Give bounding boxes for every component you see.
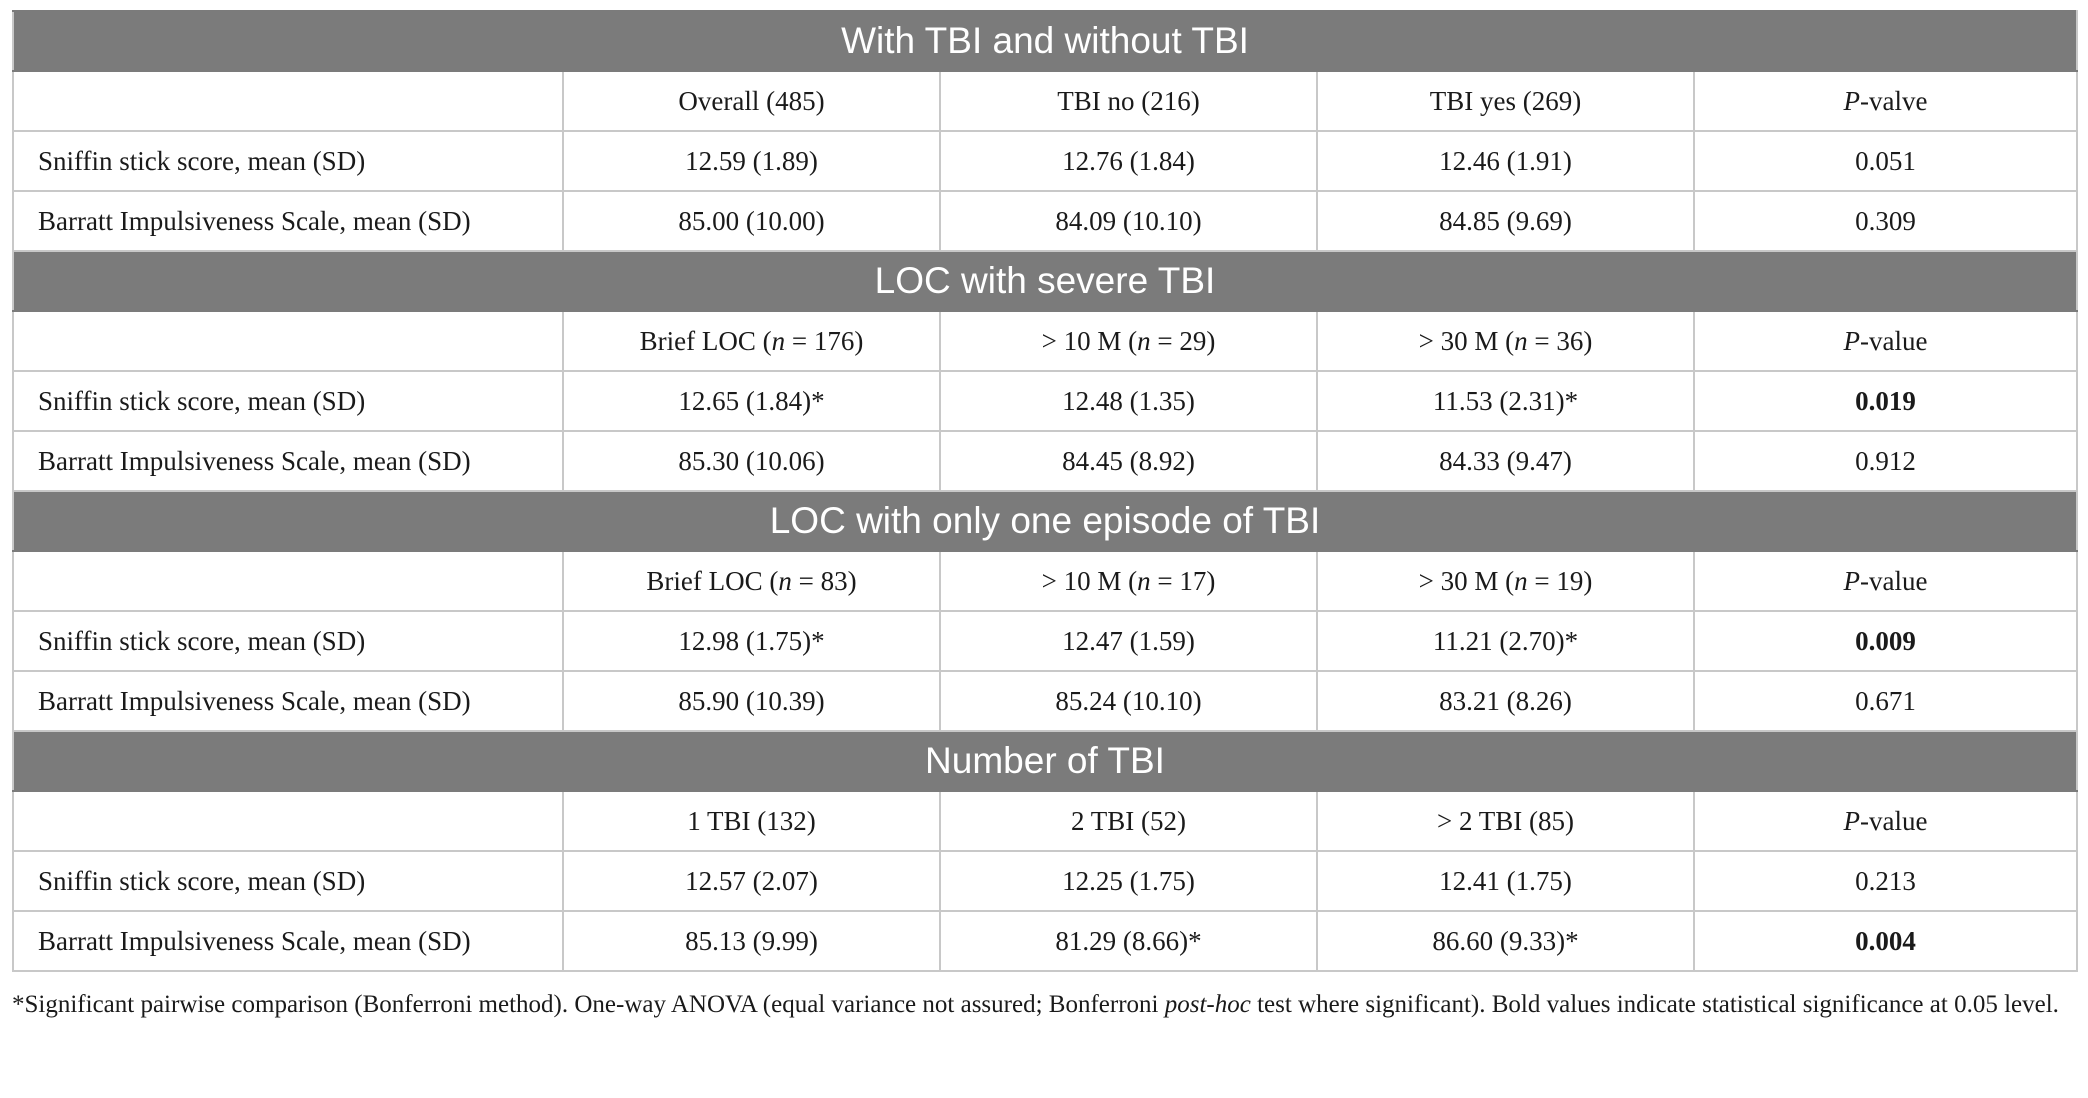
table-cell: 12.98 (1.75)* bbox=[562, 610, 941, 672]
p-value-cell: 0.051 bbox=[1692, 130, 2079, 192]
header-cell-p: P-value bbox=[1692, 550, 2079, 612]
header-cell-p-rest: -value bbox=[1860, 325, 1928, 356]
table-cell: 85.30 (10.06) bbox=[562, 430, 941, 492]
table-cell: 85.13 (9.99) bbox=[562, 910, 941, 972]
row-label: Sniffin stick score, mean (SD) bbox=[12, 850, 564, 912]
header-cell: TBI yes (269) bbox=[1316, 70, 1695, 132]
row-label: Barratt Impulsiveness Scale, mean (SD) bbox=[12, 430, 564, 492]
table-cell: 12.65 (1.84)* bbox=[562, 370, 941, 432]
header-cell-p: P-valve bbox=[1692, 70, 2079, 132]
header-cell-empty bbox=[12, 310, 564, 372]
column-header-row: Overall (485) TBI no (216) TBI yes (269)… bbox=[12, 70, 2079, 132]
header-cell: Overall (485) bbox=[562, 70, 941, 132]
table-cell: 12.41 (1.75) bbox=[1316, 850, 1695, 912]
table-cell: 85.24 (10.10) bbox=[939, 670, 1318, 732]
table-cell: 11.53 (2.31)* bbox=[1316, 370, 1695, 432]
table-row: Barratt Impulsiveness Scale, mean (SD) 8… bbox=[12, 910, 2079, 972]
row-label: Barratt Impulsiveness Scale, mean (SD) bbox=[12, 670, 564, 732]
table-cell: 12.47 (1.59) bbox=[939, 610, 1318, 672]
p-value-cell: 0.671 bbox=[1692, 670, 2079, 732]
table-figure: With TBI and without TBI Overall (485) T… bbox=[11, 10, 2079, 1024]
section-title: With TBI and without TBI bbox=[11, 10, 2079, 72]
table-cell: 84.09 (10.10) bbox=[939, 190, 1318, 252]
table-row: Sniffin stick score, mean (SD) 12.57 (2.… bbox=[12, 850, 2079, 912]
table-cell: 12.59 (1.89) bbox=[562, 130, 941, 192]
header-cell: > 2 TBI (85) bbox=[1316, 790, 1695, 852]
table-cell: 84.85 (9.69) bbox=[1316, 190, 1695, 252]
header-cell: 1 TBI (132) bbox=[562, 790, 941, 852]
p-value-cell-significant: 0.019 bbox=[1692, 370, 2079, 432]
header-cell: TBI no (216) bbox=[939, 70, 1318, 132]
p-value-cell-significant: 0.004 bbox=[1692, 910, 2079, 972]
table-row: Sniffin stick score, mean (SD) 12.98 (1.… bbox=[12, 610, 2079, 672]
table-row: Barratt Impulsiveness Scale, mean (SD) 8… bbox=[12, 670, 2079, 732]
header-cell-n: > 30 M (n = 19) bbox=[1316, 550, 1695, 612]
table-cell: 12.57 (2.07) bbox=[562, 850, 941, 912]
header-cell-empty bbox=[12, 550, 564, 612]
table-cell: 12.46 (1.91) bbox=[1316, 130, 1695, 192]
row-label: Sniffin stick score, mean (SD) bbox=[12, 130, 564, 192]
p-value-cell: 0.213 bbox=[1692, 850, 2079, 912]
table-cell: 85.00 (10.00) bbox=[562, 190, 941, 252]
header-cell-n: Brief LOC (n = 176) bbox=[562, 310, 941, 372]
section-header: LOC with only one episode of TBI bbox=[11, 490, 2079, 552]
table-cell: 83.21 (8.26) bbox=[1316, 670, 1695, 732]
table-cell: 12.25 (1.75) bbox=[939, 850, 1318, 912]
row-label: Sniffin stick score, mean (SD) bbox=[12, 370, 564, 432]
header-cell-n: > 10 M (n = 29) bbox=[939, 310, 1318, 372]
table-cell: 84.45 (8.92) bbox=[939, 430, 1318, 492]
table-cell: 12.48 (1.35) bbox=[939, 370, 1318, 432]
p-value-cell-significant: 0.009 bbox=[1692, 610, 2079, 672]
column-header-row: 1 TBI (132) 2 TBI (52) > 2 TBI (85) P-va… bbox=[12, 790, 2079, 852]
header-cell-p: P-value bbox=[1692, 310, 2079, 372]
header-cell-p-rest: -value bbox=[1860, 565, 1928, 596]
header-cell-p-rest: -value bbox=[1860, 805, 1928, 836]
header-cell-empty bbox=[12, 790, 564, 852]
table-row: Barratt Impulsiveness Scale, mean (SD) 8… bbox=[12, 190, 2079, 252]
header-cell-p: P-value bbox=[1692, 790, 2079, 852]
table-cell: 81.29 (8.66)* bbox=[939, 910, 1318, 972]
table-cell: 86.60 (9.33)* bbox=[1316, 910, 1695, 972]
header-cell-n: Brief LOC (n = 83) bbox=[562, 550, 941, 612]
column-header-row: Brief LOC (n = 83) > 10 M (n = 17) > 30 … bbox=[12, 550, 2079, 612]
section-header: With TBI and without TBI bbox=[11, 10, 2079, 72]
section-header: Number of TBI bbox=[11, 730, 2079, 792]
footnote-italic: post-hoc bbox=[1164, 991, 1251, 1018]
table-cell: 11.21 (2.70)* bbox=[1316, 610, 1695, 672]
header-cell: 2 TBI (52) bbox=[939, 790, 1318, 852]
header-cell-n: > 10 M (n = 17) bbox=[939, 550, 1318, 612]
row-label: Sniffin stick score, mean (SD) bbox=[12, 610, 564, 672]
column-header-row: Brief LOC (n = 176) > 10 M (n = 29) > 30… bbox=[12, 310, 2079, 372]
table-cell: 85.90 (10.39) bbox=[562, 670, 941, 732]
p-value-cell: 0.912 bbox=[1692, 430, 2079, 492]
table-row: Sniffin stick score, mean (SD) 12.59 (1.… bbox=[12, 130, 2079, 192]
table-footnote: *Significant pairwise comparison (Bonfer… bbox=[12, 986, 2076, 1024]
header-cell-empty bbox=[12, 70, 564, 132]
section-title: Number of TBI bbox=[11, 730, 2079, 792]
header-cell-p-rest: -valve bbox=[1860, 85, 1928, 116]
table-cell: 12.76 (1.84) bbox=[939, 130, 1318, 192]
table-row: Sniffin stick score, mean (SD) 12.65 (1.… bbox=[12, 370, 2079, 432]
row-label: Barratt Impulsiveness Scale, mean (SD) bbox=[12, 910, 564, 972]
footnote-part1: *Significant pairwise comparison (Bonfer… bbox=[12, 991, 1165, 1018]
section-title: LOC with only one episode of TBI bbox=[11, 490, 2079, 552]
results-table: With TBI and without TBI Overall (485) T… bbox=[11, 10, 2079, 972]
row-label: Barratt Impulsiveness Scale, mean (SD) bbox=[12, 190, 564, 252]
table-cell: 84.33 (9.47) bbox=[1316, 430, 1695, 492]
header-cell-n: > 30 M (n = 36) bbox=[1316, 310, 1695, 372]
table-row: Barratt Impulsiveness Scale, mean (SD) 8… bbox=[12, 430, 2079, 492]
p-value-cell: 0.309 bbox=[1692, 190, 2079, 252]
footnote-part2: test where significant). Bold values ind… bbox=[1250, 991, 2059, 1018]
section-header: LOC with severe TBI bbox=[11, 250, 2079, 312]
section-title: LOC with severe TBI bbox=[11, 250, 2079, 312]
